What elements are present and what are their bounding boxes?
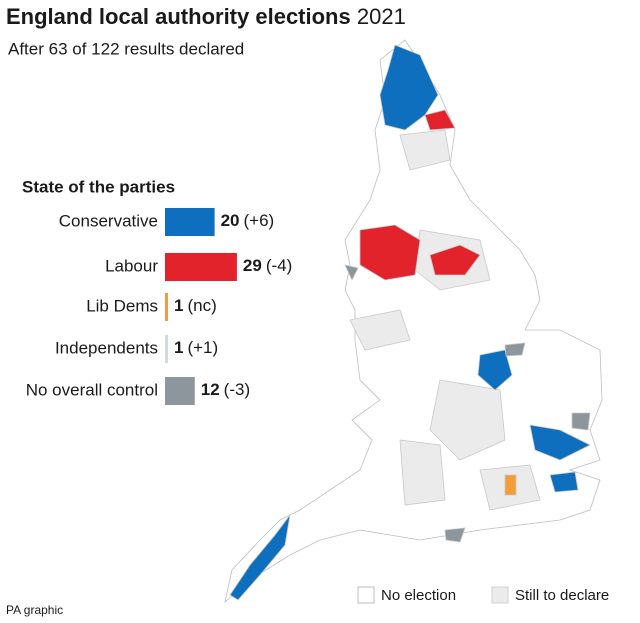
title-year: 2021: [357, 4, 406, 29]
conservative-area: [549, 471, 579, 493]
value-label: 12 (-3): [201, 380, 250, 399]
category-label: Lib Dems: [86, 296, 158, 315]
bar-heading: State of the parties: [22, 177, 175, 196]
bar: [165, 293, 168, 321]
legend-swatch: [491, 586, 509, 604]
value-number: 20: [221, 211, 240, 230]
bar: [165, 335, 168, 363]
change-label: (+6): [244, 211, 275, 230]
category-label: No overall control: [26, 380, 158, 399]
category-label: Conservative: [59, 211, 158, 230]
still-to-declare-area: [399, 129, 451, 171]
lib-dem-area: [504, 474, 517, 496]
change-label: (+1): [187, 338, 218, 357]
bar: [165, 208, 215, 236]
title: England local authority elections 2021: [6, 4, 406, 29]
change-label: (-4): [266, 256, 292, 275]
value-label: 20 (+6): [221, 211, 275, 230]
conservative-area: [379, 44, 439, 131]
value-label: 1 (+1): [174, 338, 218, 357]
category-label: Labour: [105, 256, 158, 275]
labour-area: [424, 109, 456, 131]
still-to-declare-area: [429, 379, 506, 461]
noc-area: [571, 412, 591, 431]
noc-area: [344, 264, 359, 281]
subtitle: After 63 of 122 results declared: [8, 39, 244, 58]
conservative-area: [229, 514, 291, 601]
map-legend: No election Still to declare: [357, 586, 609, 604]
legend-label: No election: [381, 587, 456, 604]
value-number: 1: [174, 338, 183, 357]
value-label: 1 (nc): [174, 296, 217, 315]
noc-area: [504, 342, 526, 357]
change-label: (nc): [187, 296, 216, 315]
labour-area: [359, 224, 421, 281]
value-number: 29: [243, 256, 262, 275]
value-number: 1: [174, 296, 183, 315]
source: PA graphic: [6, 603, 63, 617]
bar: [165, 253, 237, 281]
change-label: (-3): [224, 380, 250, 399]
bar: [165, 377, 195, 405]
conservative-area: [529, 424, 591, 461]
value-number: 12: [201, 380, 220, 399]
map: [224, 39, 603, 604]
category-label: Independents: [55, 338, 158, 357]
legend-swatch: [357, 586, 375, 604]
england-outline: [224, 39, 603, 604]
labour-area: [429, 244, 481, 276]
noc-area: [444, 527, 466, 543]
conservative-area: [477, 349, 513, 391]
legend-label: Still to declare: [515, 587, 609, 604]
value-label: 29 (-4): [243, 256, 292, 275]
still-to-declare-area: [349, 309, 411, 351]
still-to-declare-area: [399, 439, 446, 506]
bar-chart: Conservative 20 (+6)Labour 29 (-4)Lib Dems 1(…: [26, 208, 292, 405]
title-main: England local authority elections: [6, 4, 351, 29]
